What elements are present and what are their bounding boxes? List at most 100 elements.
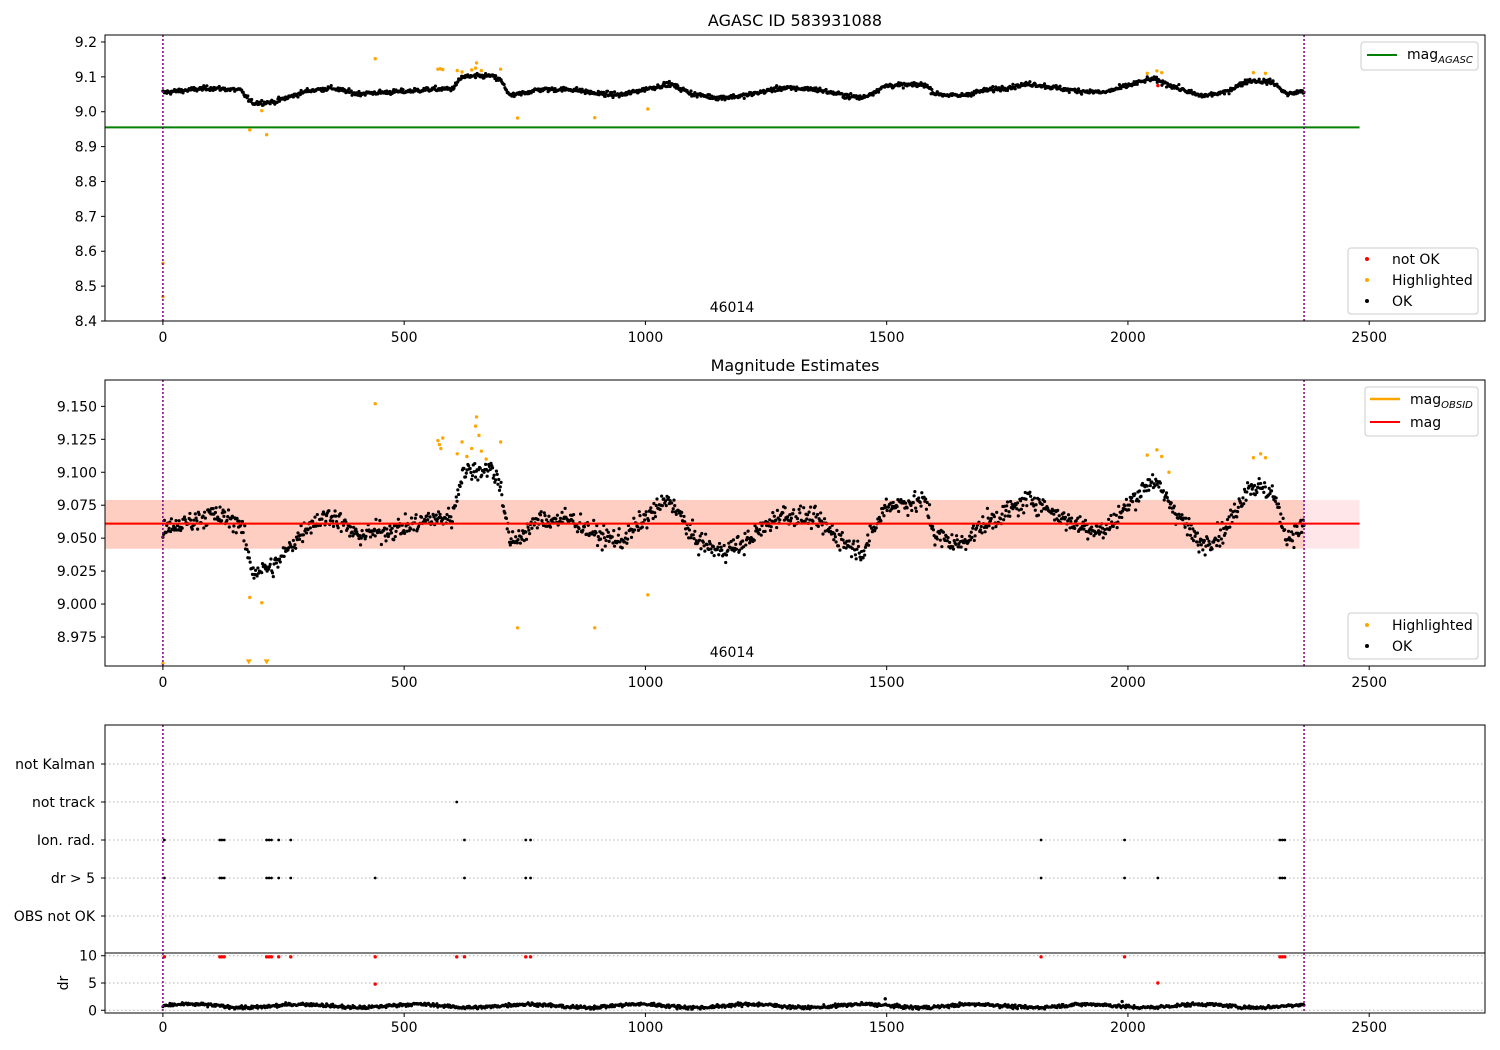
data-point-ok [1257,77,1261,81]
flag-row-label: OBS not OK [14,909,96,925]
data-point-ok [470,477,474,481]
data-point-ok [354,527,358,531]
flag-point [267,876,271,880]
data-point-ok [372,527,377,531]
data-point-ok [213,510,217,515]
data-point-ok [838,548,842,552]
data-point-ok [1203,553,1207,557]
data-point-ok [612,544,617,548]
data-point-ok [538,513,543,517]
dr-axis-label: dr [56,975,72,990]
data-point-ok [1285,543,1289,547]
data-point-ok [672,498,676,502]
data-point-ok [960,534,964,539]
data-point-ok [453,504,458,508]
data-point-ok [605,89,610,93]
data-point-ok [193,512,197,516]
data-point-ok [1135,82,1139,86]
data-point-ok [511,530,515,534]
data-point-ok [433,84,438,88]
data-point-ok [174,518,178,523]
x-tick-label: 0 [158,1020,167,1036]
data-point-ok [716,545,720,549]
data-point-ok [1134,508,1138,512]
data-point-ok [1270,484,1274,488]
data-point-highlighted [474,61,479,65]
data-point-ok [925,500,929,505]
data-point-ok [924,507,929,511]
legend-marker-highlighted [1365,623,1369,627]
flag-point [1283,838,1287,842]
data-point-ok [991,526,995,530]
data-point-ok [981,515,985,519]
data-point-ok [1199,543,1203,547]
data-point-ok [416,525,421,529]
data-point-ok [1177,512,1181,516]
data-point-ok [599,537,603,541]
data-point-highlighted [460,440,464,444]
data-point-ok [1262,490,1266,495]
data-point-ok [167,526,171,530]
data-point-ok [679,514,683,518]
data-point-ok [192,518,196,522]
data-point-ok [218,505,222,509]
data-point-ok [492,473,496,477]
data-point-ok [914,506,918,510]
data-point-ok [1184,516,1188,520]
data-point-ok [460,481,464,485]
data-point-ok [931,528,935,532]
data-point-ok [1183,525,1187,529]
data-point-ok [412,528,416,532]
data-point-highlighted [260,601,264,605]
data-point-ok [414,513,418,517]
data-point-ok [1127,503,1132,507]
data-point-ok [612,529,616,533]
data-point-ok [1222,92,1227,96]
data-point-ok [805,517,809,521]
data-point-ok [470,474,475,478]
legend-label-ok: OK [1392,639,1413,655]
data-point-ok [503,511,507,515]
data-point-highlighted [593,115,597,120]
flag-point [162,838,166,842]
data-point-highlighted [593,626,597,630]
data-point-ok [169,517,173,521]
data-point-ok [384,539,388,543]
data-point-ok [1069,516,1074,520]
flag-point [1156,876,1160,880]
data-point-ok [339,529,343,534]
data-point-ok [267,567,271,571]
data-point-ok [524,530,528,534]
data-point-ok [1218,544,1222,548]
legend-box [1360,41,1479,71]
dr-point-not-ok [1039,955,1043,959]
data-point-ok [815,512,820,517]
data-point-ok [358,543,363,547]
data-point-ok [190,527,194,531]
data-point-ok [930,87,934,92]
data-point-ok [333,509,337,513]
data-point-ok [530,526,534,530]
data-point-ok [1069,519,1073,524]
data-point-ok [348,525,353,529]
flag-point [1039,838,1043,842]
data-point-ok [392,538,396,542]
data-point-ok [1011,82,1015,86]
data-point-ok [1196,543,1200,547]
data-point-ok [509,537,513,541]
legend-marker-ok [1365,299,1369,303]
flag-point [463,838,466,842]
data-point-ok [1021,503,1025,507]
y-tick-label: 10 [79,949,97,965]
data-point-ok [991,85,995,89]
data-point-ok [498,485,502,489]
data-point-highlighted [373,57,377,61]
data-point-ok [1228,525,1232,529]
data-point-ok [879,519,883,523]
flag-point [220,876,224,880]
data-point-ok [792,508,796,512]
data-point-not-ok [1156,83,1160,88]
data-point-ok [1073,526,1077,530]
y-tick-label: 8.9 [75,140,97,156]
flag-point [373,876,377,880]
